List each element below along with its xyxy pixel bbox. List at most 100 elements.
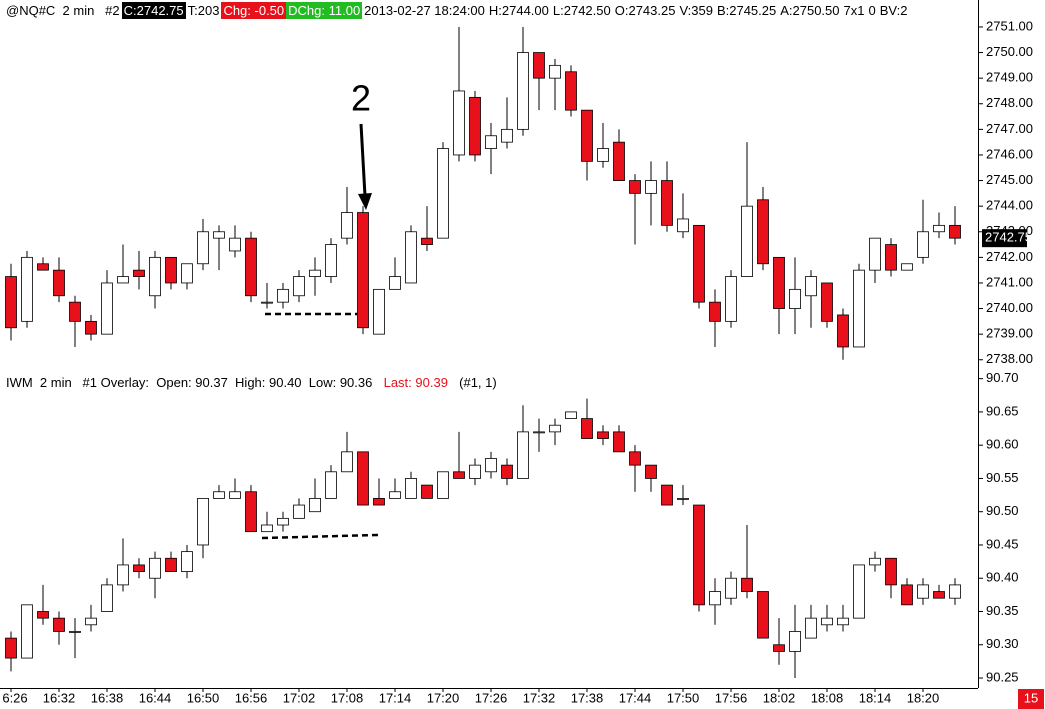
candle-body <box>357 212 369 329</box>
header: @NQ#C 2 min #2 C:2742.75 T:203 Chg: -0.50 DC… <box>4 1 909 19</box>
candle-body <box>773 644 785 652</box>
y-tick-label: 2740.00 <box>986 300 1033 315</box>
candle-body <box>405 478 417 499</box>
candle-body <box>53 269 65 297</box>
header-item: @NQ#C 2 min #2 <box>6 2 120 18</box>
candle-body <box>277 517 289 526</box>
candle-body <box>773 256 785 309</box>
candle-body <box>437 471 449 499</box>
candle-body <box>901 263 913 271</box>
candle-body <box>309 269 321 277</box>
candle-body <box>933 591 945 599</box>
y-tick-label: 90.60 <box>986 437 1019 452</box>
y-tick-label: 2741.00 <box>986 274 1033 289</box>
candle-body <box>709 301 721 322</box>
candle-body <box>293 504 305 519</box>
header-item: 7x1 <box>843 2 865 18</box>
candle-body <box>645 180 657 194</box>
candle-body <box>933 224 945 233</box>
candle-body <box>453 90 465 156</box>
candle-body <box>613 141 625 181</box>
x-tick-label: 17:14 <box>379 690 412 705</box>
header-item: Last: 90.39 <box>383 374 448 390</box>
x-tick-label: 17:44 <box>619 690 652 705</box>
candle-body <box>821 282 833 322</box>
x-tick-label: 18:08 <box>811 690 844 705</box>
candle-body <box>21 604 33 659</box>
candle-body <box>725 276 737 322</box>
candle-body <box>581 109 593 162</box>
header-item: C:2742.75 <box>121 1 186 19</box>
candle-body <box>549 64 561 79</box>
y-tick-label: 2750.00 <box>986 44 1033 59</box>
header-item: Chg: -0.50 <box>221 1 287 19</box>
y-tick-label: 2739.00 <box>986 326 1033 341</box>
candle-body <box>533 52 545 79</box>
x-tick-label: 16:50 <box>187 690 220 705</box>
y-tick-label: 2745.00 <box>986 172 1033 187</box>
candle-body <box>117 564 129 586</box>
arrow-head <box>358 193 372 210</box>
candle-body <box>917 231 929 258</box>
candle-body <box>709 591 721 606</box>
header-item: O:2743.25 <box>614 2 676 18</box>
header-item: H:2744.00 <box>488 2 549 18</box>
header-item: BV:2 <box>879 2 908 18</box>
y-tick-label: 2747.00 <box>986 121 1033 136</box>
candle-body <box>197 497 209 546</box>
candle-body <box>245 491 257 533</box>
y-tick-label: 90.50 <box>986 503 1019 518</box>
candle-body <box>373 497 385 506</box>
candle-body <box>805 617 817 639</box>
candle-body <box>613 431 625 453</box>
header-item: 2013-02-27 18:24:00 <box>364 2 485 18</box>
candle-body <box>229 491 241 499</box>
candle-body <box>389 276 401 290</box>
candle-body <box>853 564 865 619</box>
candle-body <box>805 276 817 297</box>
header-item: A:2750.50 <box>780 2 840 18</box>
candle-body <box>149 557 161 579</box>
y-tick-label: 2744.00 <box>986 198 1033 213</box>
candle-body <box>549 424 561 433</box>
candle-body <box>501 464 513 479</box>
candle-body <box>149 256 161 297</box>
candle-body <box>181 263 193 284</box>
candle-body <box>277 288 289 303</box>
candle-body <box>213 491 225 499</box>
y-tick-label: 90.45 <box>986 536 1019 551</box>
x-tick-label: 17:56 <box>715 690 748 705</box>
x-tick-label: 17:32 <box>523 690 556 705</box>
candle-body <box>869 557 881 566</box>
header-item: V:359 <box>679 2 713 18</box>
candle-body <box>357 451 369 506</box>
header-item: IWM 2 min #1 Overlay: Open: 90.37 High: … <box>6 374 380 390</box>
x-tick-label: 18:20 <box>907 690 940 705</box>
candle-body <box>661 180 673 226</box>
candle-body <box>341 212 353 239</box>
candle-body <box>917 584 929 599</box>
candle-body <box>325 471 337 499</box>
x-tick-label: 17:20 <box>427 690 460 705</box>
candle-body <box>421 484 433 499</box>
candle-body <box>517 431 529 479</box>
x-tick-label: 16:38 <box>91 690 124 705</box>
candle-body <box>885 244 897 271</box>
candle-body <box>197 231 209 265</box>
candle-body <box>789 288 801 309</box>
header-item: B:2745.25 <box>716 2 777 18</box>
y-tick-label: 90.35 <box>986 603 1019 618</box>
candle-body <box>101 584 113 612</box>
candle-body <box>101 282 113 335</box>
x-tick-label: 16:56 <box>235 690 268 705</box>
y-tick-label: 90.40 <box>986 570 1019 585</box>
candle-body <box>85 320 97 335</box>
candle-body <box>373 288 385 335</box>
candle-body <box>229 237 241 252</box>
candle-body <box>949 224 961 239</box>
candle-body <box>85 617 97 626</box>
candle-body <box>821 617 833 626</box>
candle-body <box>565 71 577 111</box>
